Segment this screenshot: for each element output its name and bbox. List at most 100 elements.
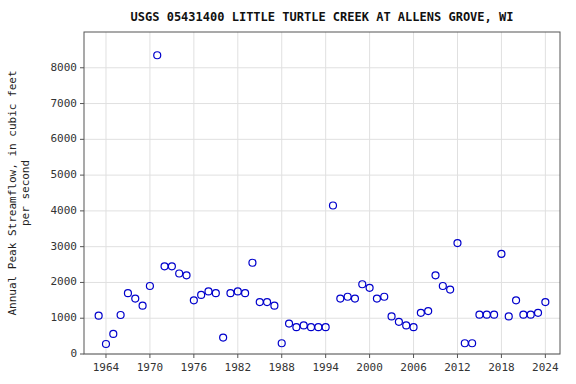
- point: [461, 340, 468, 347]
- point: [95, 312, 102, 319]
- x-tick-label: 1988: [268, 361, 295, 374]
- point: [322, 324, 329, 331]
- x-tick-label: 1964: [93, 361, 120, 374]
- title: USGS 05431400 LITTLE TURTLE CREEK AT ALL…: [131, 10, 514, 24]
- x-tick-label: 1994: [312, 361, 339, 374]
- x-tick-label: 2024: [532, 361, 559, 374]
- chart: 0100020003000400050006000700080001964197…: [0, 0, 576, 384]
- y-axis-label-line: per second: [19, 160, 32, 226]
- x-tick-label: 2006: [400, 361, 427, 374]
- x-tick: [325, 354, 326, 358]
- grid-line: [84, 282, 560, 283]
- x-tick: [413, 354, 414, 358]
- x-tick: [193, 354, 194, 358]
- y-tick-label: 7000: [51, 97, 78, 110]
- point: [234, 288, 241, 295]
- y-axis-label-line: Annual Peak Streamflow, in cubic feet: [6, 70, 19, 315]
- point: [198, 291, 205, 298]
- grid-line: [281, 32, 282, 354]
- point: [293, 324, 300, 331]
- x-tick: [369, 354, 370, 358]
- grid-line: [237, 32, 238, 354]
- point: [447, 286, 454, 293]
- point: [344, 293, 351, 300]
- y-tick-label: 1000: [51, 311, 78, 324]
- points: [95, 52, 549, 348]
- point: [469, 340, 476, 347]
- point: [190, 297, 197, 304]
- y-tick: [80, 318, 84, 319]
- point: [102, 340, 109, 347]
- grid-line: [501, 32, 502, 354]
- y-tick-label: 5000: [51, 168, 78, 181]
- grid-line: [84, 246, 560, 247]
- point: [161, 263, 168, 270]
- plot-background: [84, 32, 560, 354]
- point: [403, 322, 410, 329]
- point: [205, 288, 212, 295]
- point: [154, 52, 161, 59]
- point: [432, 272, 439, 279]
- point: [286, 320, 293, 327]
- point: [227, 290, 234, 297]
- x-tick-label: 1976: [181, 361, 208, 374]
- x-tick: [545, 354, 546, 358]
- x-tick-label: 1970: [137, 361, 164, 374]
- point: [132, 295, 139, 302]
- y-tick-label: 2000: [51, 275, 78, 288]
- point: [176, 270, 183, 277]
- point: [110, 330, 117, 337]
- point: [498, 250, 505, 257]
- grid-line: [325, 32, 326, 354]
- grid-line: [457, 32, 458, 354]
- point: [308, 324, 315, 331]
- point: [117, 312, 124, 319]
- point: [183, 272, 190, 279]
- x-tick: [281, 354, 282, 358]
- point: [373, 295, 380, 302]
- point: [483, 311, 490, 318]
- x-tick: [501, 354, 502, 358]
- y-tick-label: 8000: [51, 61, 78, 74]
- point: [425, 308, 432, 315]
- x-tick: [105, 354, 106, 358]
- point: [535, 309, 542, 316]
- point: [439, 283, 446, 290]
- x-tick: [237, 354, 238, 358]
- x-tick-label: 2012: [444, 361, 471, 374]
- y-tick: [80, 354, 84, 355]
- x-tick-label: 2018: [488, 361, 515, 374]
- point: [542, 299, 549, 306]
- point: [315, 324, 322, 331]
- grid-line: [84, 103, 560, 104]
- point: [139, 302, 146, 309]
- point: [146, 283, 153, 290]
- grid-line: [84, 139, 560, 140]
- grid-line: [149, 32, 150, 354]
- x-tick-label: 1982: [225, 361, 252, 374]
- y-tick-label: 6000: [51, 132, 78, 145]
- point: [505, 313, 512, 320]
- point: [351, 295, 358, 302]
- y-tick: [80, 175, 84, 176]
- y-tick: [80, 210, 84, 211]
- axes: 0100020003000400050006000700080001964197…: [51, 61, 559, 374]
- grid-line: [84, 175, 560, 176]
- y-tick-label: 0: [70, 347, 77, 360]
- y-tick: [80, 282, 84, 283]
- point: [337, 295, 344, 302]
- point: [300, 322, 307, 329]
- grid-line: [193, 32, 194, 354]
- y-tick: [80, 139, 84, 140]
- point: [124, 290, 131, 297]
- point: [359, 281, 366, 288]
- point: [388, 313, 395, 320]
- grid-line: [369, 32, 370, 354]
- point: [476, 311, 483, 318]
- x-tick: [149, 354, 150, 358]
- x-tick: [457, 354, 458, 358]
- point: [264, 299, 271, 306]
- point: [212, 290, 219, 297]
- point: [271, 302, 278, 309]
- point: [168, 263, 175, 270]
